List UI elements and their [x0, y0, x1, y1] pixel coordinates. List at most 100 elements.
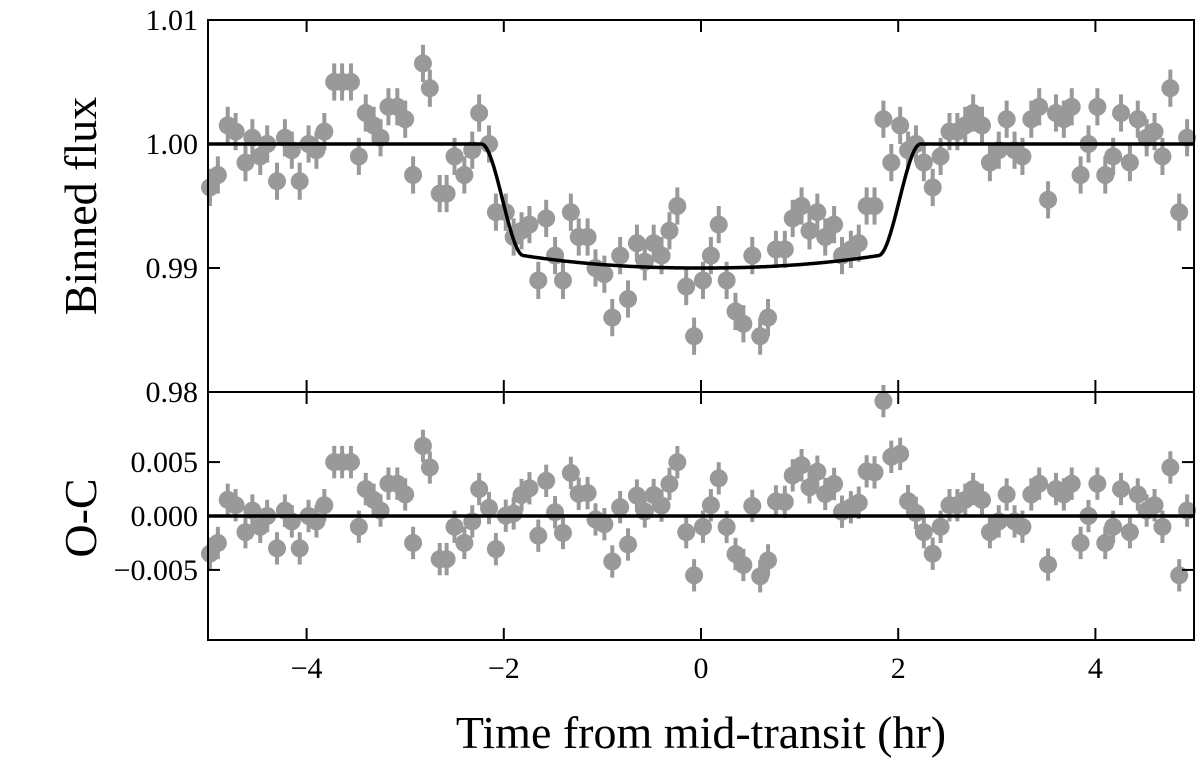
residual-point [734, 555, 753, 574]
flux-point [743, 246, 762, 265]
flux-point [341, 73, 360, 91]
residual-point [486, 540, 505, 559]
flux-y-tick-labels: 0.98 0.99 1.00 1.01 [146, 4, 199, 409]
residual-point [709, 469, 728, 488]
flux-point [1145, 122, 1164, 141]
transit-model-curve [208, 142, 1194, 270]
residual-point [315, 496, 334, 515]
flux-point [561, 203, 580, 222]
flux-point [1096, 166, 1115, 184]
flux-point [1088, 97, 1107, 116]
residual-point [1088, 474, 1107, 493]
residual-point [595, 515, 614, 534]
residual-point [349, 517, 368, 536]
flux-point [1039, 190, 1058, 209]
top-y-axis-title: Binned flux [55, 97, 106, 315]
flux-point [578, 228, 597, 246]
flux-point [677, 277, 696, 296]
flux-panel: 0.98 0.99 1.00 1.01 [146, 4, 1197, 409]
x-axis-title: Time from mid-transit (hr) [456, 707, 946, 758]
flux-point [783, 209, 802, 228]
flux-point [595, 265, 614, 284]
residual-point [537, 471, 556, 490]
residual-point [627, 486, 646, 505]
residual-point [1128, 485, 1147, 504]
residual-point [849, 493, 868, 512]
flux-point [455, 166, 474, 184]
flux-point [759, 308, 778, 327]
residual-point [1039, 555, 1058, 574]
residual-point [717, 517, 736, 536]
residual-point [553, 523, 572, 542]
flux-point [997, 110, 1016, 129]
residual-point [420, 458, 439, 477]
residual-point [603, 552, 622, 571]
flux-point [973, 116, 992, 135]
residual-point [470, 480, 489, 499]
flux-point [808, 203, 827, 222]
flux-point [290, 172, 309, 191]
residual-point [1013, 517, 1032, 536]
flux-point [931, 147, 950, 166]
flux-point [693, 271, 712, 290]
residual-panel: −0.005 0.000 0.005 −4 −2 0 2 4 [114, 384, 1197, 685]
flux-point [611, 246, 630, 265]
residual-point [520, 479, 539, 498]
flux-point [734, 314, 753, 333]
residual-point [743, 496, 762, 515]
flux-point [668, 197, 687, 215]
y-tick-label: 0.005 [131, 446, 199, 479]
residual-point [874, 392, 893, 411]
flux-point [685, 327, 704, 346]
residual-point [751, 567, 770, 586]
residual-point [268, 539, 287, 558]
flux-point [1013, 147, 1032, 166]
flux-point [906, 135, 925, 153]
flux-point [849, 234, 868, 253]
residual-point [480, 499, 499, 518]
residual-point [445, 517, 464, 536]
flux-point [701, 246, 720, 265]
residual-point [923, 544, 942, 563]
residual-point [759, 551, 778, 570]
flux-point [480, 135, 499, 153]
flux-point [800, 221, 819, 240]
flux-point [349, 147, 368, 166]
y-tick-label: 0.99 [146, 252, 199, 285]
flux-point [268, 172, 287, 191]
residual-point [529, 526, 548, 545]
residual-data-points [200, 384, 1197, 593]
flux-point [208, 166, 227, 184]
flux-point [1170, 203, 1189, 222]
residual-point [1104, 517, 1123, 536]
residual-point [290, 539, 309, 558]
flux-point [619, 290, 638, 308]
residual-point [1062, 474, 1081, 493]
flux-point [396, 110, 415, 129]
flux-point [980, 153, 999, 172]
residual-point [997, 485, 1016, 504]
flux-point [470, 104, 489, 122]
flux-point [553, 271, 572, 290]
x-tick-label: −2 [488, 652, 520, 685]
residual-point [701, 496, 720, 515]
residual-point [668, 453, 687, 472]
y-tick-label: 1.00 [146, 128, 199, 161]
flux-point [1071, 166, 1090, 184]
x-tick-labels: −4 −2 0 2 4 [291, 652, 1103, 685]
x-tick-label: 0 [694, 652, 709, 685]
residual-point [396, 485, 415, 504]
x-tick-label: −4 [291, 652, 323, 685]
flux-point [537, 209, 556, 228]
bottom-y-axis-title: O-C [55, 478, 106, 557]
residual-point [685, 566, 704, 585]
flux-point [1104, 147, 1123, 166]
residual-point [611, 498, 630, 517]
flux-point [603, 308, 622, 327]
x-tick-label: 2 [891, 652, 906, 685]
residual-point [619, 535, 638, 554]
residual-point [1161, 458, 1180, 477]
residual-point [1112, 480, 1131, 499]
residual-panel-ticks [208, 392, 1194, 640]
residual-point [1030, 474, 1049, 493]
